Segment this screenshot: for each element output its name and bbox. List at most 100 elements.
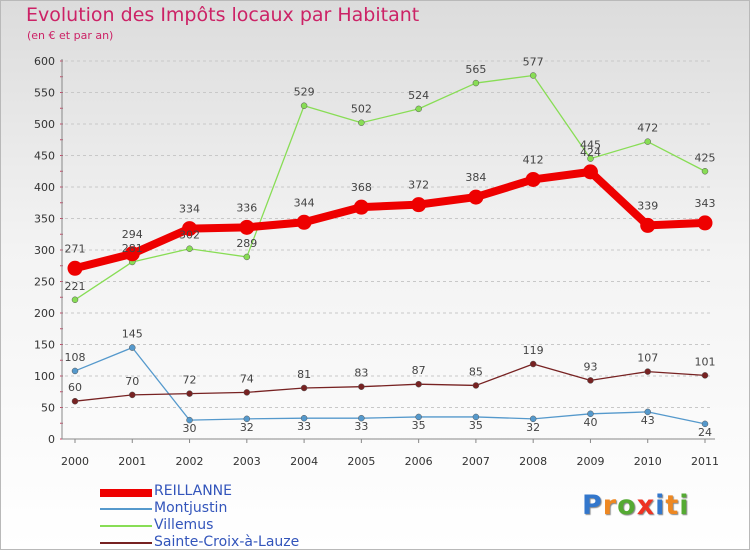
data-label: 107 — [637, 352, 658, 365]
data-label: 24 — [698, 426, 712, 439]
data-label: 445 — [580, 139, 601, 152]
data-point — [71, 367, 79, 375]
x-tick-label: 2003 — [233, 455, 261, 468]
data-point — [300, 384, 308, 392]
data-label: 344 — [294, 196, 315, 209]
x-tick-label: 2001 — [118, 455, 146, 468]
data-label: 83 — [354, 367, 368, 380]
data-point — [697, 215, 713, 231]
data-label: 60 — [68, 381, 82, 394]
data-label: 384 — [465, 171, 486, 184]
data-label: 32 — [526, 421, 540, 434]
data-point — [415, 413, 422, 421]
data-point — [296, 214, 312, 230]
data-point — [71, 397, 79, 405]
y-tick-label: 250 — [34, 276, 55, 289]
data-point — [472, 79, 480, 87]
data-label: 412 — [523, 153, 544, 166]
data-label: 119 — [523, 344, 544, 357]
data-label: 302 — [179, 229, 200, 242]
data-label: 81 — [297, 368, 311, 381]
data-label: 271 — [65, 242, 86, 255]
data-label: 40 — [583, 416, 597, 429]
data-label: 294 — [122, 228, 143, 241]
data-point — [529, 360, 537, 368]
data-point — [644, 368, 651, 375]
x-tick-label: 2004 — [290, 455, 318, 468]
x-tick-label: 2005 — [347, 455, 375, 468]
data-label: 108 — [65, 351, 86, 364]
data-point — [243, 389, 251, 396]
data-label: 87 — [412, 364, 426, 377]
data-label: 93 — [583, 360, 597, 373]
legend-label-montjustin: Montjustin — [154, 500, 228, 516]
series-line-reillanne — [71, 167, 709, 273]
logo-letter: t — [665, 490, 680, 521]
data-point — [67, 260, 83, 276]
legend-swatch-montjustin — [100, 508, 152, 510]
data-label: 502 — [351, 103, 372, 116]
data-point — [243, 415, 251, 423]
data-point — [353, 199, 369, 215]
data-label: 424 — [580, 146, 601, 159]
data-label: 33 — [297, 420, 311, 433]
y-tick-label: 50 — [41, 402, 55, 415]
data-label: 43 — [641, 414, 655, 427]
x-tick-label: 2006 — [405, 455, 433, 468]
x-tick-label: 2008 — [519, 455, 547, 468]
data-point — [582, 164, 598, 180]
data-label: 524 — [408, 89, 429, 102]
data-label: 343 — [695, 197, 716, 210]
data-label: 334 — [179, 203, 200, 216]
data-point — [415, 380, 422, 388]
data-point — [358, 119, 365, 126]
x-tick-label: 2000 — [61, 455, 89, 468]
data-point — [186, 245, 193, 252]
data-label: 35 — [412, 419, 426, 432]
data-point — [243, 253, 251, 261]
y-tick-label: 200 — [34, 307, 55, 320]
y-tick-label: 100 — [34, 370, 55, 383]
data-label: 425 — [695, 151, 716, 164]
data-label: 565 — [465, 63, 486, 76]
data-point — [129, 391, 136, 399]
data-label: 33 — [354, 420, 368, 433]
data-point — [300, 102, 308, 109]
logo-letter: r — [602, 490, 618, 521]
data-point — [701, 420, 709, 428]
data-label: 72 — [183, 374, 197, 387]
y-tick-label: 300 — [34, 244, 55, 257]
data-label: 70 — [125, 375, 139, 388]
x-tick-label: 2007 — [462, 455, 490, 468]
logo-letter: o — [617, 490, 637, 521]
logo-letter: x — [636, 490, 656, 521]
data-point — [71, 296, 79, 304]
data-label: 30 — [183, 422, 197, 435]
data-label: 101 — [695, 355, 716, 368]
x-tick-label: 2009 — [576, 455, 604, 468]
y-tick-label: 400 — [34, 181, 55, 194]
logo-letter: P — [582, 490, 603, 521]
logo-letter: i — [679, 490, 690, 521]
data-point — [529, 72, 537, 79]
legend-label-sainte-croix: Sainte-Croix-à-Lauze — [154, 534, 300, 550]
data-label: 289 — [236, 237, 257, 250]
legend-label-reillanne: REILLANNE — [154, 483, 232, 499]
y-tick-label: 0 — [48, 433, 55, 446]
series-line-sainte-croix-lauze — [74, 363, 706, 402]
data-point — [124, 246, 140, 262]
data-label: 368 — [351, 181, 372, 194]
legend-swatch-villemus — [100, 525, 152, 527]
proxiti-logo: Proxiti — [582, 490, 690, 521]
data-point — [587, 155, 594, 162]
logo-letter: i — [655, 490, 666, 521]
data-point — [587, 377, 594, 384]
y-tick-label: 550 — [34, 87, 55, 100]
data-point — [300, 414, 308, 422]
data-label: 145 — [122, 328, 143, 341]
data-point — [468, 189, 484, 205]
data-point — [472, 413, 480, 421]
x-tick-label: 2010 — [634, 455, 662, 468]
data-label: 281 — [122, 242, 143, 255]
data-point — [186, 416, 193, 424]
